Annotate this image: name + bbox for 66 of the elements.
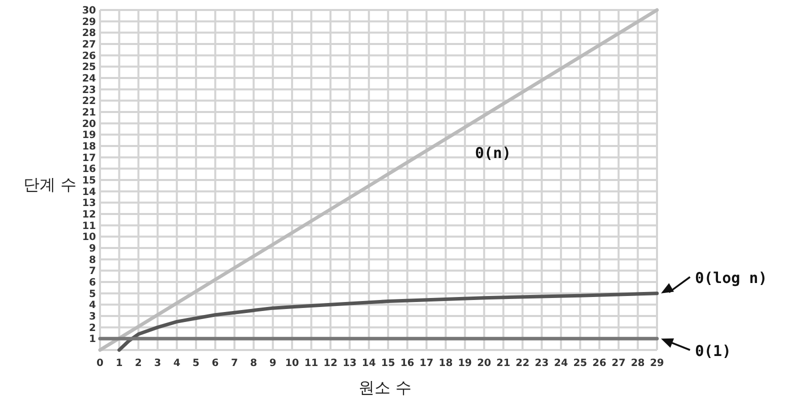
y-tick-label: 4 <box>89 300 96 312</box>
y-tick-label: 13 <box>82 198 96 210</box>
y-tick-label: 9 <box>89 244 96 254</box>
y-tick-label: 15 <box>82 176 96 186</box>
x-tick-label: 24 <box>554 358 568 369</box>
y-tick-label: 17 <box>82 152 96 164</box>
x-tick-label: 15 <box>381 358 396 369</box>
text: 0(log n) <box>695 269 768 287</box>
series-label: 0(n) <box>475 144 512 162</box>
y-tick-label: 10 <box>82 232 96 244</box>
y-tick-label: 16 <box>82 164 96 176</box>
x-tick-label: 25 <box>573 358 588 369</box>
x-tick-label: 4 <box>173 358 180 369</box>
x-tick-label: 1 <box>116 358 123 369</box>
x-tick-label: 18 <box>438 358 453 369</box>
y-tick-label: 7 <box>89 266 96 278</box>
y-tick-label: 1 <box>89 334 96 346</box>
x-tick-label: 21 <box>496 358 510 369</box>
x-tick-label: 29 <box>650 358 664 369</box>
x-tick-label: 9 <box>269 358 276 369</box>
x-tick-label: 2 <box>134 358 142 369</box>
y-tick-label: 3 <box>89 312 96 322</box>
x-tick-label: 26 <box>592 358 606 369</box>
y-tick-label: 27 <box>82 40 96 50</box>
y-tick-label: 6 <box>89 278 96 288</box>
line-series <box>117 292 659 352</box>
x-tick-label: 6 <box>212 358 219 369</box>
y-tick-label: 24 <box>82 74 96 84</box>
y-tick-label: 18 <box>82 142 96 152</box>
y-tick-label: 30 <box>82 6 96 16</box>
x-tick-label: 20 <box>477 358 492 369</box>
y-tick-label: 20 <box>82 118 96 130</box>
y-tick-label: 11 <box>82 220 96 232</box>
y-tick-label: 25 <box>82 62 96 74</box>
y-axis-title: 단계 수 <box>23 175 77 194</box>
y-tick-label: 2 <box>89 322 96 334</box>
y-tick-label: 29 <box>82 16 96 28</box>
x-tick-label: 8 <box>250 358 258 369</box>
y-tick-label: 8 <box>89 254 96 266</box>
y-tick-label: 23 <box>82 84 96 96</box>
x-axis-title: 원소 수 <box>358 378 412 397</box>
x-tick-label: 22 <box>516 358 530 369</box>
x-tick-label: 0 <box>96 358 104 369</box>
y-tick-label: 28 <box>82 28 96 40</box>
x-tick-label: 16 <box>400 358 414 369</box>
x-tick-label: 12 <box>324 358 338 369</box>
y-tick-label: 22 <box>82 96 96 108</box>
x-tick-label: 28 <box>630 358 645 369</box>
y-tick-label: 12 <box>82 210 96 220</box>
y-tick-label: 5 <box>89 288 96 300</box>
x-tick-label: 10 <box>285 358 300 369</box>
x-tick-label: 3 <box>154 358 162 369</box>
x-tick-label: 5 <box>192 358 200 369</box>
x-tick-label: 27 <box>612 358 626 369</box>
y-tick-label: 26 <box>82 50 96 62</box>
x-tick-label: 7 <box>230 358 238 369</box>
y-tick-label: 14 <box>82 186 96 198</box>
y-tick-label: 21 <box>82 108 96 118</box>
x-tick-label: 14 <box>362 358 376 369</box>
text: 0(1) <box>695 342 732 360</box>
x-tick-label: 13 <box>342 358 357 369</box>
x-tick-label: 19 <box>458 358 472 369</box>
y-tick-label: 19 <box>82 130 96 142</box>
x-tick-label: 23 <box>534 358 549 369</box>
x-tick-label: 17 <box>420 358 434 369</box>
x-tick-label: 11 <box>304 358 318 369</box>
